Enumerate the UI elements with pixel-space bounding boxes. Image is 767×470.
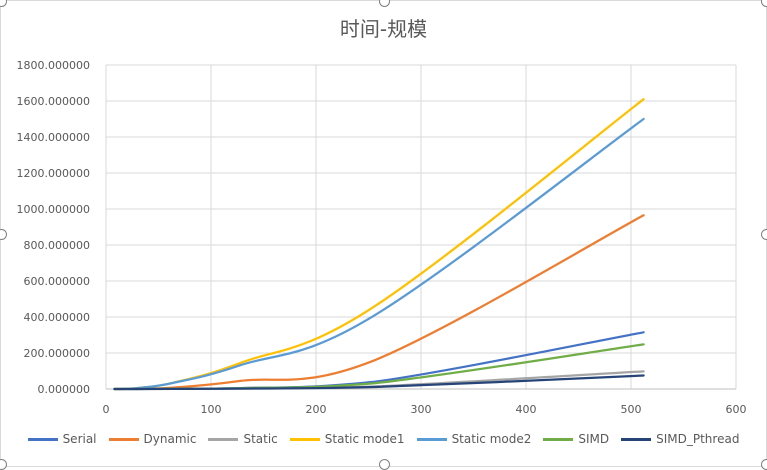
- legend-item-static-mode1: Static mode1: [289, 432, 405, 446]
- legend-swatch: [108, 437, 139, 441]
- series-line-simd-pthread: [113, 374, 645, 391]
- resize-handle-top-left[interactable]: [0, 0, 7, 7]
- legend-swatch: [208, 437, 239, 441]
- y-tick-label: 0.000000: [38, 383, 91, 396]
- resize-handle-top-right[interactable]: [761, 0, 767, 7]
- legend-label: SIMD: [578, 432, 610, 446]
- legend-item-static-mode2: Static mode2: [416, 432, 532, 446]
- resize-handle-bottom-right[interactable]: [761, 459, 767, 470]
- series-line-serial: [113, 331, 645, 391]
- legend-item-simd-pthread: SIMD_Pthread: [621, 432, 739, 446]
- x-tick-label: 600: [726, 403, 747, 416]
- legend-label: Static: [243, 432, 278, 446]
- resize-handle-top[interactable]: [379, 0, 390, 7]
- legend-label: SIMD_Pthread: [656, 432, 740, 446]
- legend-swatch: [289, 437, 320, 441]
- legend-label: Serial: [62, 432, 97, 446]
- legend: Serial Dynamic Static Static mode1 Static mo…: [1, 432, 766, 446]
- legend-swatch: [621, 437, 652, 441]
- y-tick-label: 1600.000000: [17, 95, 90, 108]
- series-line-static-mode1: [113, 98, 645, 391]
- y-tick-label: 400.000000: [24, 311, 90, 324]
- legend-item-static: Static: [208, 432, 278, 446]
- legend-item-dynamic: Dynamic: [108, 432, 197, 446]
- legend-item-serial: Serial: [27, 432, 97, 446]
- legend-swatch: [416, 437, 447, 441]
- x-tick-label: 100: [201, 403, 222, 416]
- chart-title: 时间-规模: [339, 17, 428, 41]
- resize-handle-right[interactable]: [761, 229, 767, 240]
- x-tick-label: 500: [621, 403, 642, 416]
- y-tick-label: 1200.000000: [17, 167, 90, 180]
- legend-swatch: [27, 437, 58, 441]
- x-tick-label: 0: [103, 403, 110, 416]
- y-tick-label: 600.000000: [24, 275, 90, 288]
- x-tick-label: 300: [411, 403, 432, 416]
- legend-label: Static mode1: [324, 432, 405, 446]
- resize-handle-left[interactable]: [0, 229, 7, 240]
- legend-item-simd: SIMD: [543, 432, 609, 446]
- legend-swatch: [543, 437, 574, 441]
- y-tick-label: 800.000000: [24, 239, 90, 252]
- y-tick-label: 1000.000000: [17, 203, 90, 216]
- series-line-simd: [113, 343, 645, 391]
- x-tick-label: 200: [306, 403, 327, 416]
- resize-handle-bottom[interactable]: [379, 459, 390, 470]
- y-tick-label: 1400.000000: [17, 131, 90, 144]
- y-tick-label: 200.000000: [24, 347, 90, 360]
- legend-label: Static mode2: [451, 432, 532, 446]
- legend-label: Dynamic: [143, 432, 197, 446]
- x-tick-label: 400: [516, 403, 537, 416]
- resize-handle-bottom-left[interactable]: [0, 459, 7, 470]
- y-tick-label: 1800.000000: [17, 59, 90, 72]
